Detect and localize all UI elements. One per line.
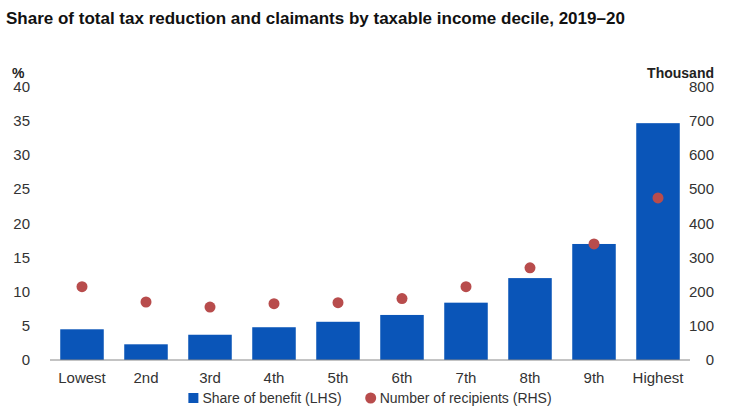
legend-swatch xyxy=(188,393,198,403)
marks xyxy=(60,123,680,360)
x-tick-label: 8th xyxy=(520,369,541,386)
bar xyxy=(508,278,552,360)
point xyxy=(77,281,88,292)
legend-label: Share of benefit (LHS) xyxy=(202,390,341,406)
y2-tick-label: 600 xyxy=(689,146,714,163)
bar xyxy=(316,322,360,360)
y-tick xyxy=(46,223,50,224)
bar xyxy=(444,303,488,360)
x-tick-label: 2nd xyxy=(133,369,158,386)
legend-item: Number of recipients (RHS) xyxy=(365,390,551,406)
y-tick-label: 15 xyxy=(13,249,30,266)
y-tick-label: 20 xyxy=(13,215,30,232)
bar xyxy=(636,123,680,360)
point xyxy=(205,302,216,313)
point xyxy=(269,298,280,309)
bar xyxy=(380,315,424,360)
legend-swatch xyxy=(365,393,376,404)
title: Share of total tax reduction and claiman… xyxy=(6,9,625,28)
x-axis xyxy=(50,360,690,361)
y-tick-label: 25 xyxy=(13,180,30,197)
bar xyxy=(572,244,616,360)
x-tick-label: Lowest xyxy=(58,369,106,386)
chart: Share of total tax reduction and claiman… xyxy=(0,0,754,419)
y2-tick-label: 500 xyxy=(689,180,714,197)
bar xyxy=(124,344,168,360)
y-tick-label: 10 xyxy=(13,283,30,300)
point xyxy=(397,293,408,304)
y2-tick-label: 100 xyxy=(689,317,714,334)
y-tick xyxy=(46,291,50,292)
point xyxy=(589,238,600,249)
y-tick xyxy=(46,121,50,122)
x-tick-label: 3rd xyxy=(199,369,221,386)
legend: Share of benefit (LHS) Number of recipien… xyxy=(188,390,551,406)
y-tick xyxy=(46,155,50,156)
legend-label: Number of recipients (RHS) xyxy=(380,390,552,406)
point xyxy=(141,296,152,307)
y-tick-label: 5 xyxy=(22,317,30,334)
y-tick xyxy=(46,87,50,88)
point xyxy=(461,281,472,292)
x-tick-label: 7th xyxy=(456,369,477,386)
y2-tick-label: 200 xyxy=(689,283,714,300)
y-tick-label: 0 xyxy=(22,351,30,368)
y2-tick-label: 0 xyxy=(706,351,714,368)
point xyxy=(653,192,664,203)
y-tick xyxy=(46,325,50,326)
x-tick-label: Highest xyxy=(633,369,685,386)
y2-tick xyxy=(690,360,694,361)
y-tick-label: 40 xyxy=(13,78,30,95)
y-tick-label: 35 xyxy=(13,112,30,129)
bar xyxy=(60,329,104,360)
legend-item: Share of benefit (LHS) xyxy=(188,390,341,406)
x-tick-label: 4th xyxy=(264,369,285,386)
y2-tick-label: 400 xyxy=(689,215,714,232)
y-tick xyxy=(46,257,50,258)
y-tick xyxy=(46,189,50,190)
bar xyxy=(252,327,296,360)
bar xyxy=(188,335,232,360)
point xyxy=(333,297,344,308)
x-tick-label: 6th xyxy=(392,369,413,386)
y-tick-label: 30 xyxy=(13,146,30,163)
x-tick-label: 9th xyxy=(584,369,605,386)
y2-tick-label: 800 xyxy=(689,78,714,95)
y-tick xyxy=(46,360,50,361)
y2-tick-label: 700 xyxy=(689,112,714,129)
y2-tick-label: 300 xyxy=(689,249,714,266)
x-tick-label: 5th xyxy=(328,369,349,386)
point xyxy=(525,262,536,273)
